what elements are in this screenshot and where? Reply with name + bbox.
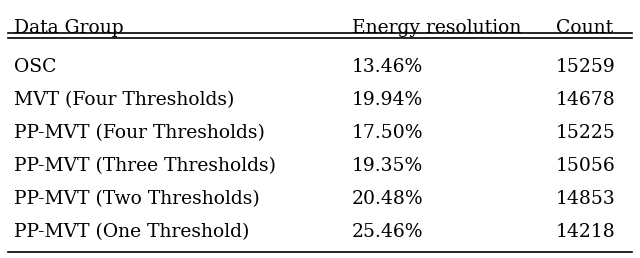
Text: 14853: 14853 <box>556 190 616 208</box>
Text: 13.46%: 13.46% <box>352 58 423 76</box>
Text: 17.50%: 17.50% <box>352 124 424 142</box>
Text: 25.46%: 25.46% <box>352 223 424 241</box>
Text: PP-MVT (Three Thresholds): PP-MVT (Three Thresholds) <box>14 157 276 175</box>
Text: 15225: 15225 <box>556 124 616 142</box>
Text: 20.48%: 20.48% <box>352 190 424 208</box>
Text: PP-MVT (Four Thresholds): PP-MVT (Four Thresholds) <box>14 124 265 142</box>
Text: 15259: 15259 <box>556 58 616 76</box>
Text: PP-MVT (Two Thresholds): PP-MVT (Two Thresholds) <box>14 190 260 208</box>
Text: MVT (Four Thresholds): MVT (Four Thresholds) <box>14 91 234 109</box>
Text: OSC: OSC <box>14 58 56 76</box>
Text: 14218: 14218 <box>556 223 616 241</box>
Text: Data Group: Data Group <box>14 19 124 37</box>
Text: 14678: 14678 <box>556 91 616 109</box>
Text: PP-MVT (One Threshold): PP-MVT (One Threshold) <box>14 223 250 241</box>
Text: Count: Count <box>556 19 613 37</box>
Text: 19.94%: 19.94% <box>352 91 423 109</box>
Text: 15056: 15056 <box>556 157 616 175</box>
Text: Energy resolution: Energy resolution <box>352 19 521 37</box>
Text: 19.35%: 19.35% <box>352 157 423 175</box>
